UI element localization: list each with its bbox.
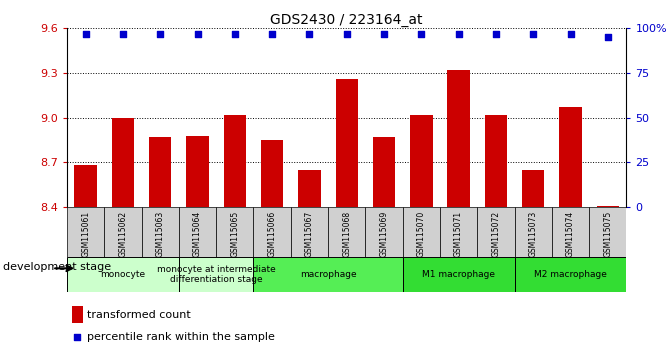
Bar — [224, 115, 246, 207]
Bar — [179, 257, 253, 292]
Text: GSM115062: GSM115062 — [119, 211, 127, 257]
Point — [602, 34, 613, 40]
Text: monocyte: monocyte — [100, 270, 145, 279]
Point — [490, 31, 501, 36]
Bar — [410, 115, 433, 207]
Bar — [448, 70, 470, 207]
Text: GSM115063: GSM115063 — [155, 211, 165, 257]
Bar — [373, 137, 395, 207]
Bar — [216, 207, 253, 257]
Bar — [179, 207, 216, 257]
Text: GSM115071: GSM115071 — [454, 211, 463, 257]
Text: GSM115061: GSM115061 — [81, 211, 90, 257]
Text: macrophage: macrophage — [299, 270, 356, 279]
Bar — [253, 207, 291, 257]
Text: GSM115068: GSM115068 — [342, 211, 351, 257]
Bar — [298, 170, 321, 207]
Bar — [74, 165, 97, 207]
Text: monocyte at intermediate
differentiation stage: monocyte at intermediate differentiation… — [157, 265, 275, 284]
Bar — [291, 207, 328, 257]
Text: GSM115074: GSM115074 — [566, 211, 575, 257]
Text: GSM115072: GSM115072 — [491, 211, 500, 257]
Bar — [112, 118, 134, 207]
Text: GSM115067: GSM115067 — [305, 211, 314, 257]
Bar — [589, 207, 626, 257]
Text: GSM115070: GSM115070 — [417, 211, 426, 257]
Bar — [515, 207, 552, 257]
Point — [379, 31, 389, 36]
Bar — [522, 170, 545, 207]
Point — [416, 31, 427, 36]
Text: GSM115069: GSM115069 — [379, 211, 389, 257]
Text: M2 macrophage: M2 macrophage — [534, 270, 607, 279]
Bar — [559, 107, 582, 207]
Bar — [552, 207, 589, 257]
Bar — [149, 137, 172, 207]
Bar — [261, 140, 283, 207]
Text: development stage: development stage — [3, 262, 111, 272]
Bar — [186, 136, 209, 207]
Text: M1 macrophage: M1 macrophage — [422, 270, 495, 279]
Bar — [403, 257, 515, 292]
Point — [304, 31, 315, 36]
Point — [565, 31, 576, 36]
Point — [155, 31, 165, 36]
Text: GSM115066: GSM115066 — [267, 211, 277, 257]
Title: GDS2430 / 223164_at: GDS2430 / 223164_at — [271, 13, 423, 27]
Point — [528, 31, 539, 36]
Bar — [72, 307, 82, 323]
Bar — [336, 79, 358, 207]
Bar — [328, 207, 365, 257]
Point — [192, 31, 203, 36]
Point — [80, 31, 91, 36]
Bar — [141, 207, 179, 257]
Point — [229, 31, 240, 36]
Bar — [515, 257, 626, 292]
Bar — [440, 207, 477, 257]
Bar — [365, 207, 403, 257]
Text: percentile rank within the sample: percentile rank within the sample — [87, 332, 275, 342]
Bar — [67, 207, 105, 257]
Bar — [484, 115, 507, 207]
Point — [563, 229, 574, 235]
Text: GSM115065: GSM115065 — [230, 211, 239, 257]
Bar — [253, 257, 403, 292]
Bar — [105, 207, 141, 257]
Bar — [596, 206, 619, 207]
Bar — [67, 257, 179, 292]
Point — [341, 31, 352, 36]
Point — [453, 31, 464, 36]
Point — [118, 31, 129, 36]
Point — [267, 31, 277, 36]
Bar — [477, 207, 515, 257]
Bar — [403, 207, 440, 257]
Text: GSM115064: GSM115064 — [193, 211, 202, 257]
Text: GSM115075: GSM115075 — [603, 211, 612, 257]
Text: GSM115073: GSM115073 — [529, 211, 538, 257]
Text: transformed count: transformed count — [87, 310, 190, 320]
